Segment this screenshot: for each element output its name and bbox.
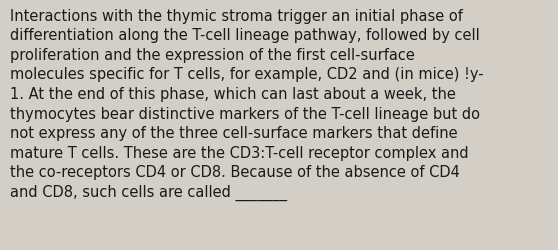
Text: Interactions with the thymic stroma trigger an initial phase of
differentiation : Interactions with the thymic stroma trig… bbox=[10, 9, 484, 200]
